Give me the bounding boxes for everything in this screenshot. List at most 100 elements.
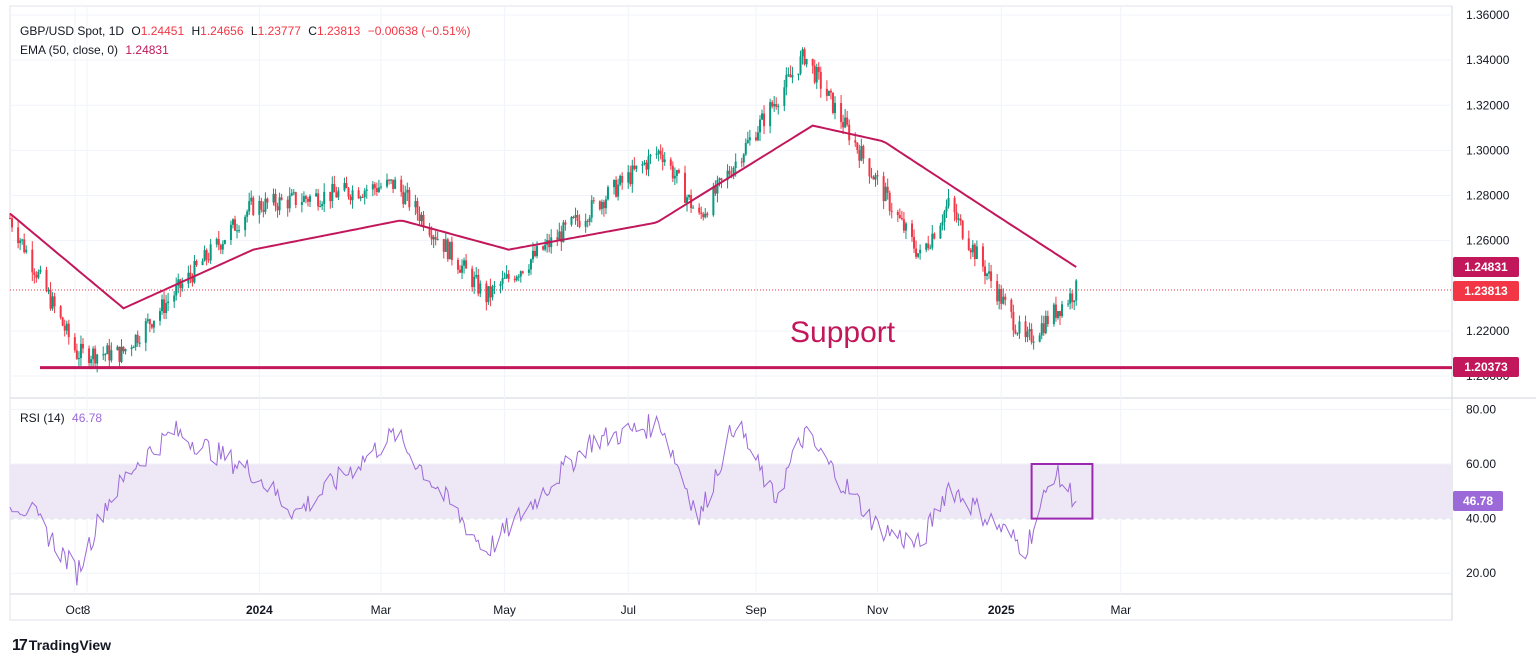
candle-body	[134, 334, 137, 348]
candle-body	[306, 198, 309, 202]
candle-body	[789, 74, 792, 78]
candle-body	[673, 175, 676, 179]
candle-body	[209, 244, 212, 261]
candle-body	[876, 175, 879, 177]
candle-body	[562, 222, 565, 243]
candle-body	[886, 186, 889, 193]
candle-body	[158, 311, 161, 321]
price-tick-label: 1.30000	[1466, 143, 1510, 157]
candle-body	[884, 186, 887, 202]
candle-body	[25, 249, 28, 253]
candle-body	[617, 184, 620, 197]
candle-body	[683, 172, 686, 203]
candle-body	[11, 218, 14, 228]
candle-body	[21, 239, 24, 241]
plot-frame	[9, 5, 1453, 621]
candle-body	[732, 167, 735, 177]
candle-body	[686, 197, 689, 203]
candle-body	[663, 159, 666, 163]
time-tick-label: 2025	[988, 603, 1015, 617]
candle-body	[148, 319, 151, 325]
candle-body	[904, 223, 907, 231]
candle-body	[754, 137, 757, 141]
candle-body	[23, 239, 26, 253]
candle-body	[88, 348, 91, 364]
candle-body	[911, 223, 914, 237]
candle-body	[556, 237, 559, 240]
candle-body	[1073, 300, 1076, 303]
candle-body	[570, 216, 573, 225]
candle-body	[471, 268, 474, 287]
candle-body	[276, 206, 279, 211]
candle-body	[945, 206, 948, 212]
candle-body	[627, 172, 630, 183]
candle-body	[1040, 323, 1043, 336]
candle-body	[813, 65, 816, 83]
time-tick-label: Jul	[621, 603, 636, 617]
close-label: C	[308, 24, 317, 38]
candle-body	[221, 243, 224, 250]
candle-body	[130, 347, 133, 350]
candle-body	[576, 214, 579, 221]
candle-body	[33, 272, 36, 275]
candle-body	[1046, 315, 1049, 325]
price-tick-label: 1.28000	[1466, 189, 1510, 203]
candle-body	[152, 320, 155, 328]
candle-body	[517, 276, 520, 278]
candle-body	[902, 219, 905, 231]
tradingview-logo[interactable]: 17 TradingView	[12, 637, 111, 655]
candle-body	[769, 102, 772, 127]
candle-body	[919, 249, 922, 254]
candle-body	[9, 218, 11, 220]
candle-body	[458, 269, 461, 273]
candle-body	[763, 113, 766, 127]
candle-body	[742, 154, 745, 163]
candle-body	[698, 207, 701, 213]
candle-body	[191, 276, 194, 283]
candle-body	[404, 192, 407, 205]
candle-body	[260, 200, 263, 210]
candle-body	[161, 299, 164, 312]
candle-body	[373, 184, 376, 189]
candle-body	[201, 261, 204, 266]
rsi-value-tag: 46.78	[1453, 491, 1503, 511]
candle-body	[560, 231, 563, 243]
candle-body	[150, 324, 153, 328]
candle-body	[262, 209, 265, 212]
ema-legend-label: EMA (50, close, 0)	[20, 43, 119, 57]
candle-body	[351, 190, 354, 201]
candle-body	[394, 179, 397, 189]
candle-body	[1016, 333, 1019, 335]
candle-body	[801, 49, 804, 57]
candle-body	[896, 211, 899, 216]
candle-body	[655, 153, 658, 156]
candle-body	[365, 189, 368, 191]
candle-body	[493, 286, 496, 288]
candle-body	[1002, 296, 1005, 304]
candle-body	[244, 216, 247, 231]
candle-body	[629, 172, 632, 185]
candle-body	[300, 201, 303, 205]
candle-body	[521, 271, 524, 273]
candle-body	[79, 343, 82, 359]
candle-body	[986, 273, 989, 276]
candle-body	[929, 247, 932, 249]
candle-body	[868, 158, 871, 177]
time-tick-label: 8	[84, 603, 91, 617]
candle-body	[304, 196, 307, 199]
price-tick-label: 1.26000	[1466, 234, 1510, 248]
candle-body	[604, 199, 607, 209]
candle-body	[645, 162, 648, 170]
candle-body	[39, 269, 42, 273]
candle-body	[138, 342, 141, 344]
price-tick-label: 1.22000	[1466, 324, 1510, 338]
candle-body	[75, 350, 78, 359]
candle-body	[357, 190, 360, 199]
candle-body	[677, 170, 680, 173]
candle-body	[961, 220, 964, 239]
candle-body	[548, 240, 551, 248]
candle-body	[442, 238, 445, 252]
tradingview-logo-icon: 17	[12, 637, 28, 654]
